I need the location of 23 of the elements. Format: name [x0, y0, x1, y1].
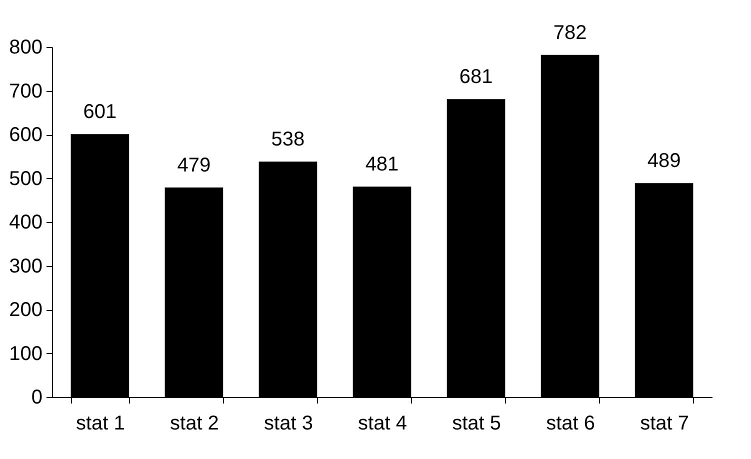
data-label: 481: [365, 154, 399, 176]
y-tick-label: 400: [9, 212, 42, 234]
y-tick-label: 700: [9, 80, 42, 102]
data-label: 479: [177, 154, 211, 176]
x-tick-label: stat 5: [452, 412, 501, 434]
y-tick-label: 200: [9, 299, 42, 321]
y-tick-label: 100: [9, 342, 42, 365]
x-tick-label: stat 4: [358, 412, 407, 434]
data-label: 601: [83, 101, 117, 124]
y-tick-label: 600: [9, 124, 42, 146]
data-label: 681: [459, 66, 493, 88]
x-tick-label: stat 6: [546, 412, 595, 434]
x-tick-label: stat 3: [264, 412, 313, 434]
y-tick-label: 500: [9, 168, 42, 190]
data-label: 489: [647, 150, 681, 172]
data-label: 782: [553, 22, 587, 44]
x-tick-label: stat 2: [170, 412, 219, 434]
data-label: 538: [271, 128, 305, 151]
y-tick-label: 0: [31, 386, 42, 408]
x-tick-label: stat 7: [640, 412, 690, 434]
y-tick-label: 800: [9, 36, 42, 58]
x-tick-label: stat 1: [76, 412, 125, 434]
y-tick-label: 300: [9, 255, 42, 278]
